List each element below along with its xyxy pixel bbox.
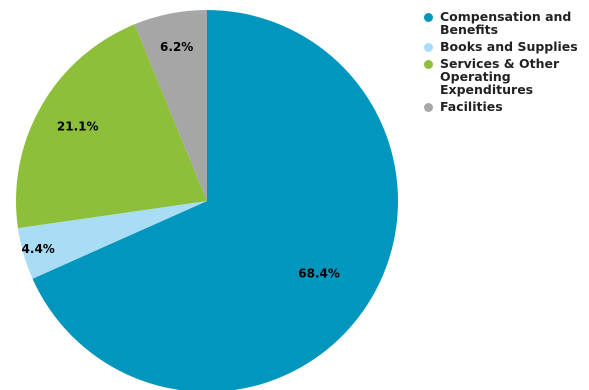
pie-slice-services-other-operating-expenditures (15, 24, 207, 229)
pie-labels: 68.4% 4.4% 21.1% 6.2% (22, 40, 340, 280)
legend-swatch-services (424, 60, 433, 69)
legend-label-facilities: Facilities (440, 99, 503, 114)
pie-slice-compensation-and-benefits (32, 10, 398, 390)
pie-slices (15, 10, 398, 390)
legend-item-compensation: Compensation and Benefits (423, 10, 589, 36)
legend-swatch-facilities (424, 103, 433, 112)
pie-slice-books-and-supplies (17, 201, 207, 279)
legend-item-services: Services & Other Operating Expenditures (423, 57, 589, 96)
pie-value-label: 68.4% (298, 266, 340, 280)
legend-swatch-compensation (424, 13, 433, 22)
pie-slice-facilities (134, 10, 207, 201)
legend-swatch-books (424, 43, 433, 52)
legend-label-services: Services & Other Operating Expenditures (440, 56, 560, 97)
legend-item-facilities: Facilities (423, 100, 589, 113)
pie-value-label: 4.4% (22, 242, 55, 256)
legend-item-books: Books and Supplies (423, 40, 589, 53)
chart-legend: Compensation and Benefits Books and Supp… (423, 10, 589, 117)
pie-value-label: 21.1% (57, 120, 99, 134)
legend-label-books: Books and Supplies (440, 39, 578, 54)
pie-value-label: 6.2% (160, 40, 193, 54)
legend-label-compensation: Compensation and Benefits (440, 9, 572, 37)
